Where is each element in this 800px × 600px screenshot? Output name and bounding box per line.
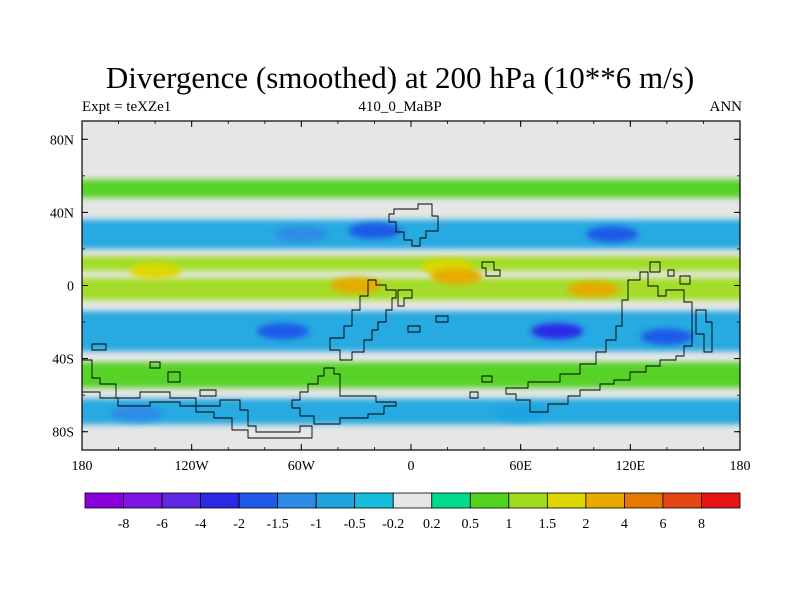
figure-title: Divergence (smoothed) at 200 hPa (10**6 … [105, 60, 695, 95]
field-extreme [257, 323, 310, 340]
colorbar-swatch [662, 492, 702, 509]
coastline-east-islands [649, 261, 691, 285]
coastline-gondwana-east [505, 271, 693, 413]
colorbar-swatch [238, 492, 279, 509]
coastline-gondwana-south [291, 367, 397, 425]
y-tick-label: 80N [50, 133, 74, 148]
coastline-island-5 [481, 375, 493, 383]
colorbar-swatch [431, 492, 471, 509]
colorbar-swatch [161, 492, 201, 509]
colorbar-label: 1 [505, 517, 512, 532]
time-period-label: 410_0_MaBP [358, 99, 442, 115]
colorbar-swatch [315, 492, 356, 509]
coastline-antarctic-west [82, 359, 313, 439]
coastlines [82, 203, 713, 439]
longitude-axis: 180 120W 60W 0 60E 120E 180 [72, 121, 751, 474]
field-extreme [348, 222, 401, 239]
colorbar-swatch [508, 492, 548, 509]
colorbar-label: -2 [233, 517, 245, 532]
coastline-west-tropics [397, 289, 413, 307]
colorbar-swatch [354, 492, 394, 509]
colorbar-label: 1.5 [539, 517, 557, 532]
season-label: ANN [709, 99, 743, 115]
coastline-island-2 [149, 361, 161, 369]
colorbar-label: -1.5 [267, 517, 289, 532]
field-extreme [567, 281, 620, 298]
colorbar-swatch [546, 492, 587, 509]
x-tick-label: 60W [288, 459, 316, 474]
coastline-north-block [481, 261, 501, 277]
colorbar-swatch [277, 492, 317, 509]
field-extreme [586, 226, 639, 243]
colorbar-label: 0.2 [423, 517, 441, 532]
field-extreme [531, 323, 584, 340]
colorbar-swatch [392, 492, 433, 509]
experiment-label: Expt = teXZe1 [82, 99, 172, 115]
x-tick-label: 120W [175, 459, 210, 474]
field-extreme [129, 262, 182, 279]
coastline-island-4 [199, 389, 217, 397]
colorbar-label: -6 [156, 517, 168, 532]
colorbar-label: -0.2 [382, 517, 404, 532]
colorbar-swatch [701, 492, 741, 509]
x-tick-label: 180 [730, 459, 751, 474]
field-band [82, 219, 740, 249]
x-tick-label: 180 [72, 459, 93, 474]
coastline-mid-south [407, 315, 449, 333]
coastline-island-6 [469, 391, 479, 399]
colorbar: -8 -6 -4 -2 -1.5 -1 -0.5 -0.2 0.2 0.5 1 1.5 2 4 6 8 [84, 492, 741, 532]
colorbar-label: -4 [195, 517, 207, 532]
coastline-gondwana-west [329, 279, 397, 361]
colorbar-label: -0.5 [344, 517, 366, 532]
colorbar-swatch [469, 492, 510, 509]
x-tick-label: 120E [616, 459, 646, 474]
field-extreme [275, 226, 328, 243]
y-tick-label: 0 [67, 280, 74, 295]
coastline-island-1 [91, 343, 107, 351]
x-tick-label: 60E [509, 459, 532, 474]
field-band [82, 398, 740, 425]
colorbar-label: 6 [659, 517, 666, 532]
field-extreme [640, 328, 693, 345]
field-extreme [110, 405, 163, 422]
field-band [82, 256, 740, 271]
colorbar-label: 4 [621, 517, 628, 532]
x-tick-label: 0 [408, 459, 415, 474]
colorbar-label: 2 [582, 517, 589, 532]
colorbar-swatch [123, 492, 163, 509]
coastline-australia-block [695, 309, 713, 353]
y-tick-label: 40S [52, 353, 74, 368]
field-extreme [330, 277, 383, 294]
coastline-island-3 [167, 371, 181, 383]
y-tick-label: 80S [52, 426, 74, 441]
field-extreme [494, 405, 547, 422]
colorbar-label: 8 [698, 517, 705, 532]
colorbar-swatch [84, 492, 124, 509]
colorbar-swatch [624, 492, 664, 509]
y-tick-label: 40N [50, 206, 74, 221]
colorbar-swatch [200, 492, 240, 509]
latitude-axis: 80N 40N 0 40S 80S [50, 133, 740, 441]
field-band [82, 311, 740, 352]
field-extreme [430, 268, 483, 285]
colorbar-label: -8 [118, 517, 130, 532]
colorbar-label: 0.5 [462, 517, 480, 532]
coastline-africa-north [388, 203, 439, 247]
field-band [82, 179, 740, 198]
colorbar-label: -1 [310, 517, 322, 532]
colorbar-swatch [585, 492, 625, 509]
